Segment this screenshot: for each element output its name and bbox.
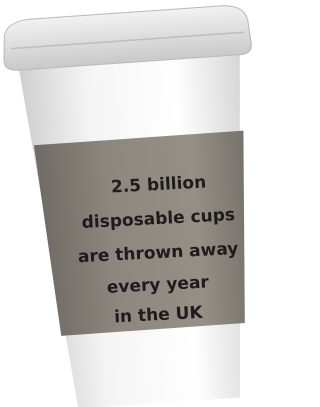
page: {"sleeve_text": {"lines": ["2.5 billion"… [0,0,278,407]
cup-image: 2.5 billion disposable cups are thrown a… [0,0,278,407]
